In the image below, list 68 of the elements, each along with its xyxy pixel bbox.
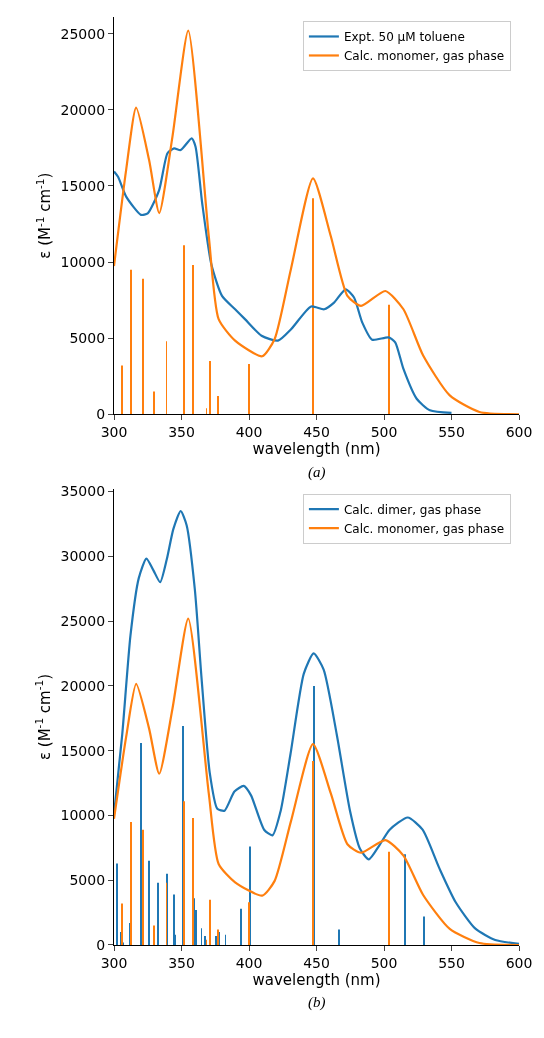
legend-label: Calc. dimer, gas phase [343, 502, 482, 517]
bar [217, 396, 219, 415]
bar [209, 361, 211, 415]
y-tick-label: 5000 [69, 330, 106, 347]
y-tick-label: 10000 [60, 253, 106, 270]
bar [248, 902, 250, 945]
bar [142, 278, 144, 415]
bar [248, 364, 250, 415]
text: (a) [308, 464, 326, 481]
bar [240, 908, 242, 945]
line-series [114, 137, 453, 415]
bar [338, 929, 340, 945]
bar [404, 854, 406, 945]
bar [209, 899, 211, 945]
x-tick-label: 550 [438, 424, 465, 441]
bar [121, 365, 123, 415]
y-tick-label: 0 [96, 936, 106, 953]
bar [183, 801, 185, 945]
legend-label: Calc. monomer, gas phase [343, 521, 505, 536]
bar [148, 860, 150, 945]
y-tick-label: 15000 [60, 177, 106, 194]
y-tick-label: 25000 [60, 613, 106, 630]
bar [116, 863, 118, 945]
x-axis-title: wavelength (nm) [252, 440, 381, 459]
bar [388, 304, 390, 415]
y-tick-label: 20000 [60, 101, 106, 118]
x-tick-label: 500 [370, 424, 398, 441]
x-tick-label: 300 [100, 954, 128, 971]
bar [312, 761, 314, 945]
y-tick-label: 35000 [60, 483, 106, 500]
y-tick-label: 0 [96, 406, 106, 423]
bar [423, 916, 425, 945]
y-tick-label: 20000 [60, 677, 106, 694]
x-axis-title: wavelength (nm) [252, 970, 381, 989]
bar [140, 742, 142, 945]
y-tick-label: 10000 [60, 807, 106, 824]
bar [142, 829, 144, 945]
y-tick-label: 5000 [69, 872, 106, 889]
x-tick-label: 400 [235, 954, 263, 971]
y-tick-label: 15000 [60, 742, 106, 759]
bar [173, 894, 175, 945]
legend-label: Calc. monomer, gas phase [343, 49, 505, 64]
bar [157, 882, 159, 945]
bar [121, 903, 123, 945]
bar [204, 935, 206, 945]
bar [153, 391, 155, 415]
bar [153, 925, 155, 945]
x-tick-label: 600 [505, 424, 533, 441]
bar [192, 818, 194, 945]
x-tick-label: 550 [438, 954, 465, 971]
x-tick-label: 400 [235, 424, 263, 441]
x-tick-label: 350 [168, 954, 195, 971]
y-tick-label: 30000 [60, 548, 106, 565]
bar [312, 198, 314, 415]
text: (b) [308, 994, 326, 1011]
bar [183, 245, 185, 415]
y-tick-label: 25000 [60, 25, 106, 42]
bar [192, 265, 194, 415]
bar [388, 851, 390, 945]
x-tick-label: 350 [168, 424, 195, 441]
x-tick-label: 600 [505, 954, 533, 971]
bar [130, 269, 132, 415]
legend-label: Expt. 50 μM toluene [343, 30, 465, 45]
bar [130, 821, 132, 945]
x-tick-label: 500 [370, 954, 398, 971]
x-tick-label: 450 [303, 954, 330, 971]
x-tick-label: 300 [100, 424, 128, 441]
x-tick-label: 450 [303, 424, 330, 441]
